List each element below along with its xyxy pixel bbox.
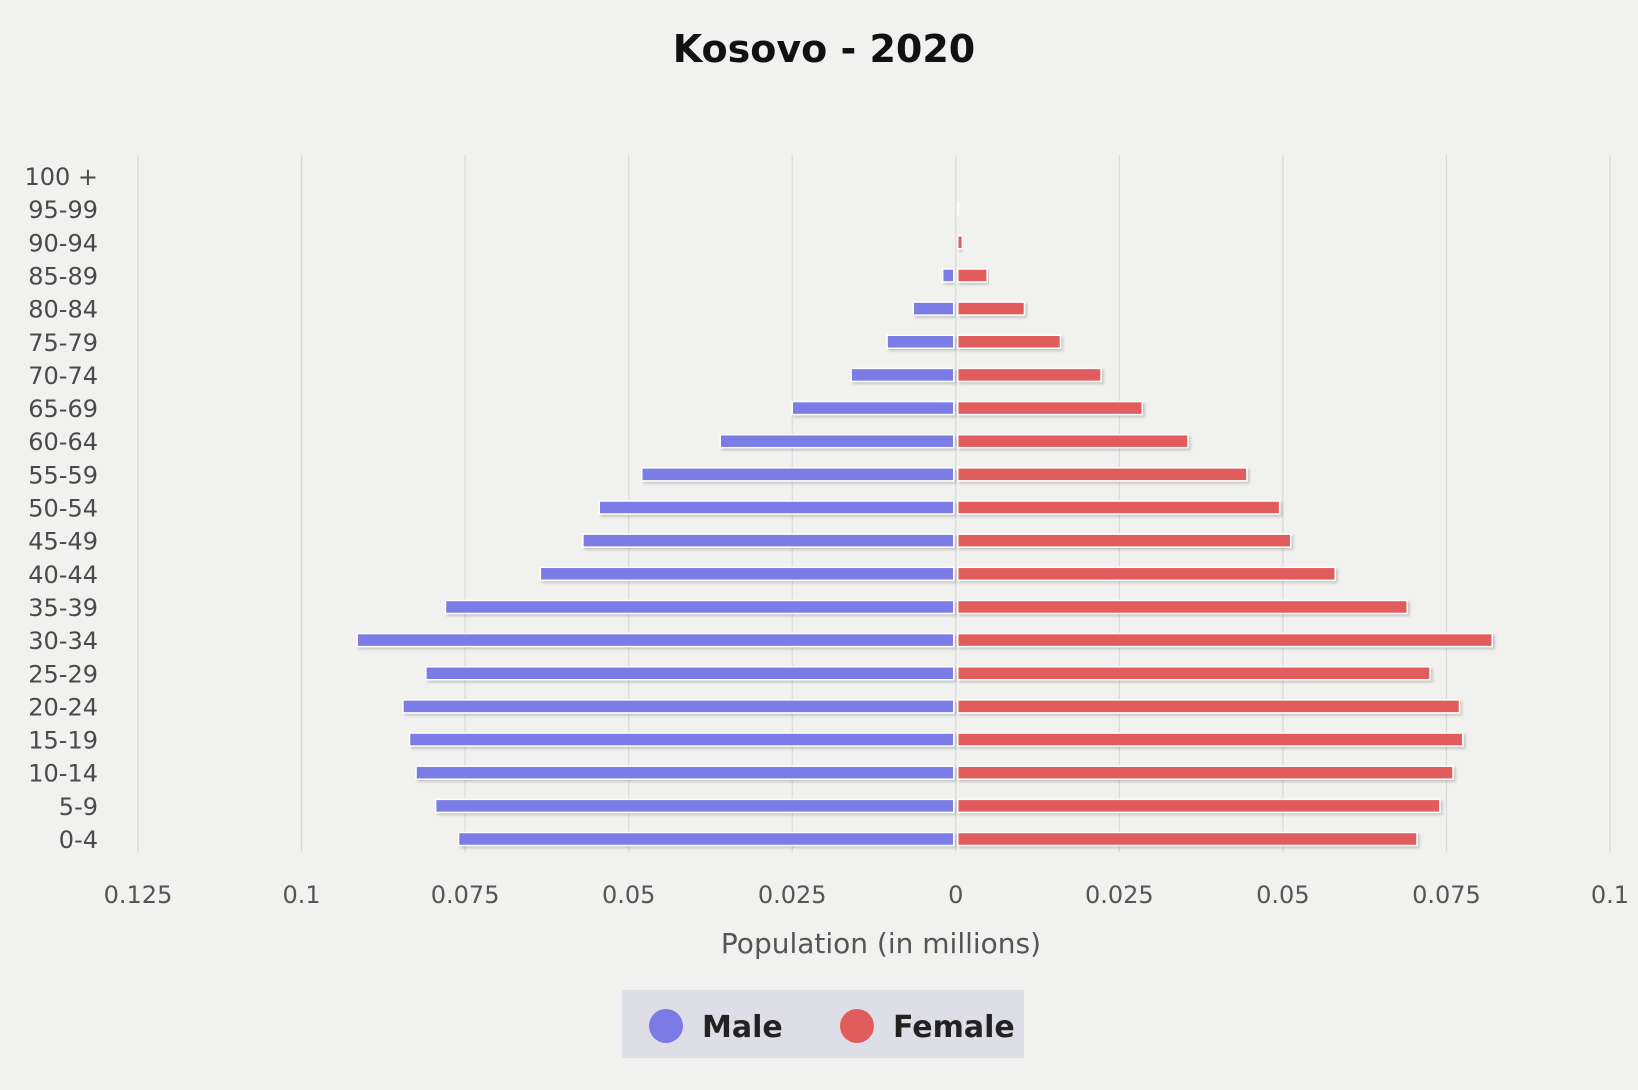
female-bar[interactable] [957,400,1143,416]
legend: Male Female [622,990,1024,1058]
x-tick-label: 0.075 [431,881,500,909]
female-bar[interactable] [957,301,1026,316]
female-bar[interactable] [957,765,1454,780]
male-bar[interactable] [912,301,955,316]
age-group-label: 55-59 [28,461,98,489]
age-group-label: 90-94 [28,229,98,257]
legend-swatch-female [840,1009,874,1043]
age-group-label: 5-9 [59,793,98,821]
female-bar[interactable] [957,235,964,250]
male-bar[interactable] [941,268,955,283]
male-bar[interactable] [408,732,955,747]
male-bar[interactable] [444,599,955,615]
legend-box [622,990,1024,1058]
female-bar[interactable] [957,334,1062,349]
female-bar[interactable] [957,500,1281,515]
legend-item-male[interactable]: Male [649,1009,783,1045]
female-bar[interactable] [957,201,960,217]
female-bar[interactable] [957,831,1418,847]
x-tick-label: 0.1 [1591,881,1629,909]
male-bar[interactable] [719,433,955,449]
female-bar[interactable] [957,699,1461,714]
male-bar[interactable] [641,467,955,482]
age-group-label: 65-69 [28,395,98,423]
female-bar[interactable] [957,599,1408,615]
x-axis-title: Population (in millions) [721,927,1041,960]
female-bar[interactable] [957,467,1248,482]
age-group-label: 80-84 [28,296,98,324]
male-bar[interactable] [850,367,955,383]
female-bar[interactable] [957,533,1292,548]
legend-label-male: Male [702,1010,783,1045]
female-bar[interactable] [957,367,1102,383]
male-bar[interactable] [539,566,955,582]
legend-item-female[interactable]: Female [840,1009,1015,1045]
male-bar[interactable] [434,798,955,814]
x-tick-label: 0 [948,881,963,909]
age-group-label: 100 + [24,163,98,191]
age-group-label: 25-29 [28,660,98,688]
female-bar[interactable] [957,433,1189,449]
age-group-label: 95-99 [28,196,98,224]
x-tick-label: 0.05 [602,881,655,909]
category-labels: 100 + 95-99 90-94 85-89 80-84 75-79 70-74 65-69… [24,163,98,854]
male-bar[interactable] [402,699,955,714]
age-group-label: 45-49 [28,528,98,556]
age-group-label: 10-14 [28,760,98,788]
age-group-label: 60-64 [28,428,98,456]
age-group-label: 85-89 [28,262,98,290]
age-group-label: 15-19 [28,727,98,755]
male-bar[interactable] [457,831,955,847]
male-bar[interactable] [356,632,955,648]
male-bar[interactable] [425,666,955,681]
male-bar[interactable] [598,500,955,515]
female-bar[interactable] [957,732,1464,747]
x-tick-label: 0.025 [1085,881,1154,909]
bars [356,201,1493,847]
x-tick-labels: 0.125 0.1 0.075 0.05 0.025 0 0.025 0.05 0.075 0.1 [104,881,1629,909]
x-tick-label: 0.05 [1256,881,1309,909]
male-bar[interactable] [582,533,955,548]
age-group-label: 20-24 [28,693,98,721]
x-tick-label: 0.1 [282,881,320,909]
female-bar[interactable] [957,632,1493,648]
x-tick-label: 0.075 [1412,881,1481,909]
age-group-label: 0-4 [59,826,98,854]
age-group-label: 70-74 [28,362,98,390]
x-tick-label: 0.025 [758,881,827,909]
female-bar[interactable] [957,666,1431,681]
male-bar[interactable] [791,400,955,416]
male-bar[interactable] [886,334,955,349]
chart-title: Kosovo - 2020 [673,27,975,71]
age-group-label: 75-79 [28,329,98,357]
legend-label-female: Female [893,1010,1015,1045]
age-group-label: 50-54 [28,495,98,523]
male-bar[interactable] [415,765,955,780]
female-bar[interactable] [957,798,1441,814]
female-bar[interactable] [957,268,988,283]
age-group-label: 40-44 [28,561,98,589]
female-bar[interactable] [957,566,1336,582]
age-group-label: 30-34 [28,627,98,655]
age-group-label: 35-39 [28,594,98,622]
x-tick-label: 0.125 [104,881,173,909]
legend-swatch-male [649,1009,683,1043]
